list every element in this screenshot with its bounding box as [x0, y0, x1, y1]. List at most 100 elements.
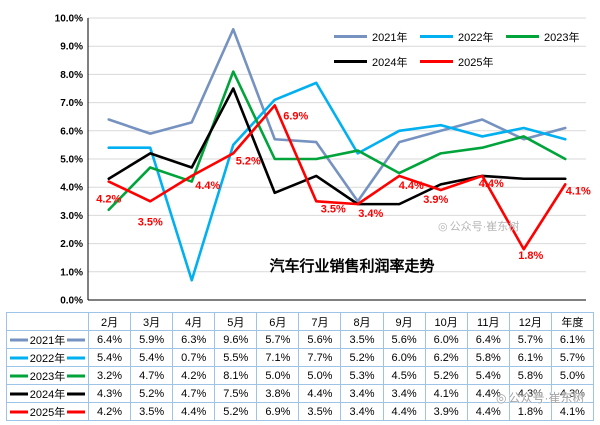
series-key-label: 2024年: [27, 385, 68, 402]
watermark-text: 公众号·崔东树: [508, 391, 585, 405]
legend-line: [334, 60, 367, 63]
column-header: 4月: [172, 312, 216, 331]
table-cell: 6.3%: [172, 330, 216, 349]
table-cell: 5.6%: [298, 330, 342, 349]
table-cell: 5.3%: [340, 366, 384, 385]
legend-label: 2025年: [458, 56, 494, 69]
legend-label: 2021年: [372, 31, 408, 44]
table-cell: 9.6%: [214, 330, 258, 349]
series-key-cell: 2025年: [6, 402, 89, 421]
series-key-label: 2023年: [27, 367, 68, 384]
table-cell: 5.2%: [130, 384, 174, 403]
table-cell: 3.5%: [298, 402, 342, 421]
watermark: ◎ 公众号·崔东树: [496, 389, 584, 406]
table-row: 2024年 4.3% 5.2% 4.7% 7.5% 3.8% 4.4% 3.4% 3.4% 4.1…: [6, 384, 595, 403]
legend-line: [334, 35, 367, 38]
table-cell: 0.7%: [172, 348, 216, 367]
y-axis-label: 1.0%: [60, 267, 83, 278]
table-cell: 3.2%: [87, 366, 132, 385]
table-cell: 5.0%: [256, 366, 300, 385]
data-label: 3.9%: [423, 194, 448, 206]
y-axis-label: 7.0%: [60, 98, 83, 109]
data-label: 6.9%: [283, 110, 308, 122]
chart-title: 汽车行业销售利润率走势: [269, 257, 434, 275]
legend-item-2022年[interactable]: 2022年: [420, 24, 506, 49]
table-cell: 5.9%: [130, 330, 174, 349]
data-label: 3.4%: [358, 208, 383, 220]
table-cell: 7.5%: [214, 384, 258, 403]
table-cell: 5.0%: [550, 366, 595, 385]
table-cell: 3.4%: [340, 384, 384, 403]
table-cell: 5.8%: [466, 348, 510, 367]
table-cell: 8.1%: [214, 366, 258, 385]
table-cell: 5.2%: [424, 366, 468, 385]
table-cell: 5.7%: [550, 348, 595, 367]
table-cell: 4.4%: [298, 384, 342, 403]
legend-label: 2023年: [544, 31, 580, 44]
column-header: 6月: [256, 312, 300, 331]
legend-item-2024年[interactable]: 2024年: [334, 49, 420, 74]
series-line-2024年: [107, 87, 567, 206]
series-line-2021年: [107, 27, 567, 203]
table-cell: 5.7%: [508, 330, 552, 349]
column-header: 9月: [382, 312, 426, 331]
legend-item-2023年[interactable]: 2023年: [506, 24, 592, 49]
table-header-row: 2月 3月 4月 5月 6月 7月 8月 9月 10月 11月 12月 年度: [6, 312, 595, 331]
table-cell: 6.1%: [550, 330, 595, 349]
data-label: 4.4%: [195, 180, 220, 192]
table-cell: 5.8%: [508, 366, 552, 385]
table-cell: 4.3%: [508, 384, 552, 403]
table-cell: 3.9%: [424, 402, 468, 421]
watermark: ◎ 公众号·崔东树: [438, 218, 519, 234]
table-cell: 6.2%: [424, 348, 468, 367]
table-cell: 5.2%: [214, 402, 258, 421]
legend-item-2025年[interactable]: 2025年: [420, 49, 506, 74]
y-axis-label: 5.0%: [60, 155, 83, 166]
table-cell: 6.9%: [256, 402, 300, 421]
watermark-icon: ◎: [496, 390, 507, 405]
table-cell: 3.4%: [340, 402, 384, 421]
legend-line: [420, 35, 453, 38]
data-label: 3.5%: [138, 216, 163, 228]
series-line-2025年: [107, 104, 567, 251]
legend-line: [506, 35, 539, 38]
table-cell: 4.3%: [87, 384, 132, 403]
series-key-cell: 2022年: [6, 348, 89, 367]
legend-item-2021年[interactable]: 2021年: [334, 24, 420, 49]
series-line-2022年: [107, 81, 567, 282]
watermark-icon: ◎: [438, 220, 448, 233]
y-axis-label: 4.0%: [60, 183, 83, 194]
table-cell: 3.5%: [340, 330, 384, 349]
column-header: 2月: [87, 312, 132, 331]
table-cell: 5.7%: [256, 330, 300, 349]
table-cell: 4.1%: [424, 384, 468, 403]
legend-label: 2022年: [458, 31, 494, 44]
corner-cell: [6, 312, 89, 331]
series-key-cell: 2024年: [6, 384, 89, 403]
table-cell: 4.4%: [382, 402, 426, 421]
column-header: 年度: [550, 312, 595, 331]
watermark-text: 公众号·崔东树: [449, 221, 520, 233]
data-label: 4.1%: [566, 185, 591, 197]
chart-legend: 2021年 2022年 2023年 2024年 2025年: [334, 24, 596, 74]
column-header: 12月: [508, 312, 552, 331]
table-cell: 4.4%: [466, 384, 510, 403]
table-cell: 6.0%: [424, 330, 468, 349]
table-cell: 5.2%: [340, 348, 384, 367]
table-cell: 5.5%: [214, 348, 258, 367]
table-cell: 4.4%: [172, 402, 216, 421]
y-axis-label: 3.0%: [60, 211, 83, 222]
data-label: 4.4%: [479, 178, 504, 190]
column-header: 11月: [466, 312, 510, 331]
line-chart: 10.0% 9.0% 8.0% 7.0% 6.0% 5.0% 4.0% 3.0% 2.0% 1.0…: [55, 14, 591, 307]
table-cell: 3.8%: [256, 384, 300, 403]
series-key-cell: 2023年: [6, 366, 89, 385]
legend-line: [420, 60, 453, 63]
table-cell: 7.1%: [256, 348, 300, 367]
table-cell: 4.7%: [130, 366, 174, 385]
table-cell: 4.7%: [172, 384, 216, 403]
table-cell: 3.5%: [130, 402, 174, 421]
column-header: 3月: [130, 312, 174, 331]
table-cell: 4.1%: [550, 402, 595, 421]
